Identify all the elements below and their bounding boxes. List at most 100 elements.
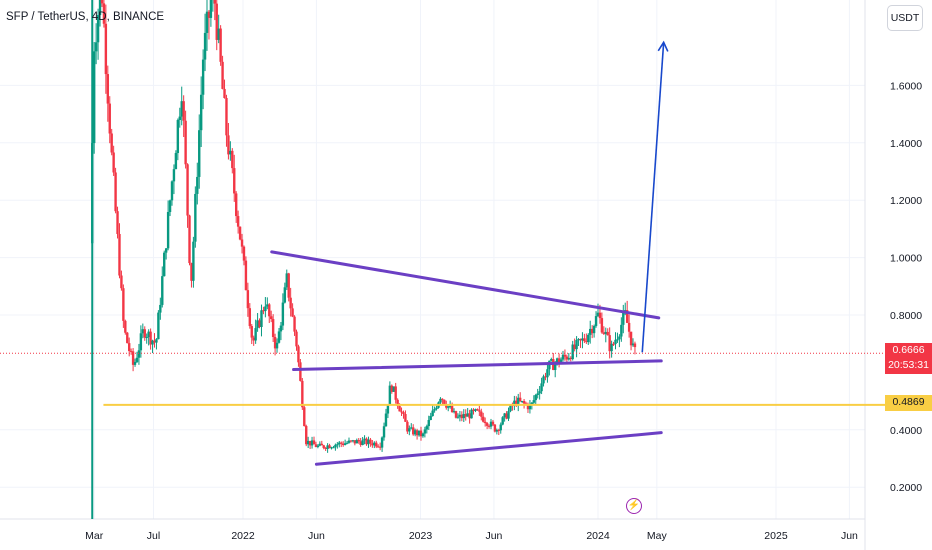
candle-body <box>559 359 563 364</box>
candle <box>452 408 456 414</box>
candle-body <box>190 263 193 281</box>
candle-body <box>503 413 506 418</box>
candle-body <box>569 357 572 360</box>
candle <box>466 407 469 417</box>
candle-body <box>112 152 115 173</box>
candle <box>429 412 432 421</box>
candle <box>577 338 580 347</box>
current-price-badge[interactable]: 0.6666 20:53:31 <box>885 343 932 374</box>
candle-body <box>452 411 456 413</box>
candle-body <box>124 320 127 333</box>
candle-body <box>161 276 164 305</box>
candle <box>268 303 271 324</box>
y-tick-label: 0.2000 <box>890 482 922 494</box>
candle-body <box>192 241 195 281</box>
candle-body <box>550 359 553 361</box>
candle-body <box>137 350 141 358</box>
candle <box>413 428 417 437</box>
candle <box>518 392 522 403</box>
candle <box>458 410 462 422</box>
candle-body <box>291 308 294 317</box>
candle-body <box>277 331 281 343</box>
candle-body <box>234 193 238 217</box>
candle <box>431 405 434 417</box>
candle <box>203 13 207 72</box>
candle-body <box>616 339 619 341</box>
candle <box>270 310 273 323</box>
y-tick-label: 1.0000 <box>890 253 922 265</box>
candle-body <box>466 413 469 417</box>
middle-trendline[interactable] <box>292 359 663 372</box>
candle <box>542 374 545 387</box>
candle <box>192 236 195 288</box>
candle <box>425 424 429 434</box>
candle-body <box>122 288 125 321</box>
candle <box>472 408 475 415</box>
x-tick-label: Jun <box>841 530 858 542</box>
candle <box>423 426 427 438</box>
candle <box>594 311 598 328</box>
candle <box>293 315 296 336</box>
candle <box>361 436 364 446</box>
candle-body <box>600 318 604 333</box>
candle-body <box>402 412 405 415</box>
candle-body <box>464 414 467 417</box>
candle-body <box>326 445 329 449</box>
candle <box>464 409 467 421</box>
candle <box>227 123 230 160</box>
candle <box>589 320 592 344</box>
candle <box>172 164 176 195</box>
drawings[interactable] <box>0 0 885 519</box>
lightning-icon[interactable]: ⚡ <box>626 498 642 514</box>
candle-body <box>330 447 333 449</box>
candle <box>182 95 185 138</box>
candle-body <box>94 42 98 52</box>
candle <box>355 438 358 444</box>
projection-arrow-line[interactable] <box>641 42 665 353</box>
candle-body <box>310 440 314 446</box>
candle-body <box>627 322 631 332</box>
candle <box>410 423 413 430</box>
candle <box>538 386 541 400</box>
candle-body <box>450 406 454 413</box>
candle <box>234 191 238 223</box>
candle-body <box>367 439 370 445</box>
candle-body <box>129 351 133 353</box>
candle <box>454 410 458 419</box>
lower-trendline[interactable] <box>314 431 663 466</box>
candle <box>592 324 596 338</box>
candle <box>408 425 411 436</box>
candle <box>433 406 436 413</box>
candle-body <box>369 439 372 444</box>
price-axis[interactable]: 1.6000 1.4000 1.2000 1.0000 0.8000 0.4000 0.20… <box>890 80 922 494</box>
candle <box>277 327 281 344</box>
candle-body <box>188 215 191 264</box>
candle-body <box>295 331 298 347</box>
candle <box>528 399 532 414</box>
upper-trendline[interactable] <box>270 250 661 320</box>
candle-body <box>620 324 623 337</box>
level-price-badge[interactable]: 0.4869 <box>885 395 932 411</box>
x-tick-label: Mar <box>85 530 104 542</box>
currency-button[interactable]: USDT <box>887 5 923 31</box>
candle-body <box>100 0 104 4</box>
candle <box>143 326 146 341</box>
candle <box>320 440 323 446</box>
candle <box>388 381 392 405</box>
time-axis[interactable]: Mar Jul 2022 Jun 2023 Jun 2024 May 2025 Jun <box>85 530 858 542</box>
projection-arrow-head[interactable] <box>657 40 669 52</box>
candle-body <box>209 0 213 18</box>
candle-body <box>583 338 586 342</box>
candle <box>326 443 329 453</box>
candle-body <box>429 416 432 421</box>
candle-body <box>439 398 442 403</box>
candle-body <box>244 260 248 291</box>
candle-body <box>308 440 312 446</box>
candle <box>581 332 584 349</box>
candle-body <box>338 442 341 445</box>
candle-body <box>357 439 360 442</box>
candle <box>390 384 394 394</box>
candle-body <box>526 404 530 410</box>
